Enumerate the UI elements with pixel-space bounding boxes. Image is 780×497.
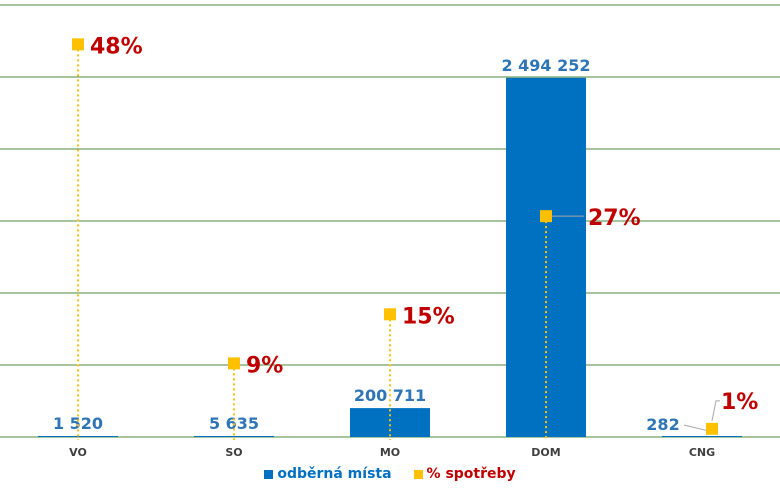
- point-marker: [706, 422, 718, 435]
- leader-line: [683, 424, 709, 432]
- point-value-label: 27%: [588, 206, 641, 231]
- legend: odběrná místa % spotřeby: [0, 466, 780, 482]
- legend-swatch-points: [413, 469, 423, 479]
- gridlines: [0, 4, 780, 438]
- legend-label-bars: odběrná místa: [277, 466, 392, 482]
- leader-line: [711, 400, 720, 421]
- x-tick-label: DOM: [531, 446, 560, 459]
- x-tick-label: VO: [69, 446, 87, 459]
- bar-value-label: 1 520: [53, 414, 103, 433]
- point-marker: [384, 308, 396, 321]
- legend-item-points: % spotřeby: [413, 466, 516, 482]
- legend-swatch-bars: [264, 469, 274, 479]
- point-value-label: 9%: [246, 353, 283, 378]
- point-value-label: 48%: [90, 34, 143, 59]
- point-value-label: 1%: [721, 390, 758, 415]
- bar-series: [38, 77, 742, 438]
- x-tick-label: SO: [225, 446, 242, 459]
- point-value-labels: 48% 9% 15% 27% 1%: [90, 34, 758, 414]
- bar-value-label: 282: [646, 415, 679, 434]
- point-marker: [540, 210, 552, 223]
- x-tick-label: MO: [380, 446, 400, 459]
- bar: [662, 436, 742, 437]
- x-tick-label: CNG: [689, 446, 715, 459]
- legend-item-bars: odběrná místa: [264, 466, 392, 482]
- x-axis-tick-labels: VO SO MO DOM CNG: [69, 446, 715, 459]
- bar: [38, 436, 118, 437]
- point-marker: [72, 38, 84, 51]
- legend-label-points: % spotřeby: [426, 466, 516, 482]
- point-value-label: 15%: [402, 304, 455, 329]
- bar: [194, 436, 274, 437]
- point-marker: [228, 357, 240, 370]
- bar-value-label: 2 494 252: [501, 56, 590, 75]
- point-series: [72, 38, 720, 440]
- bar: [350, 408, 430, 437]
